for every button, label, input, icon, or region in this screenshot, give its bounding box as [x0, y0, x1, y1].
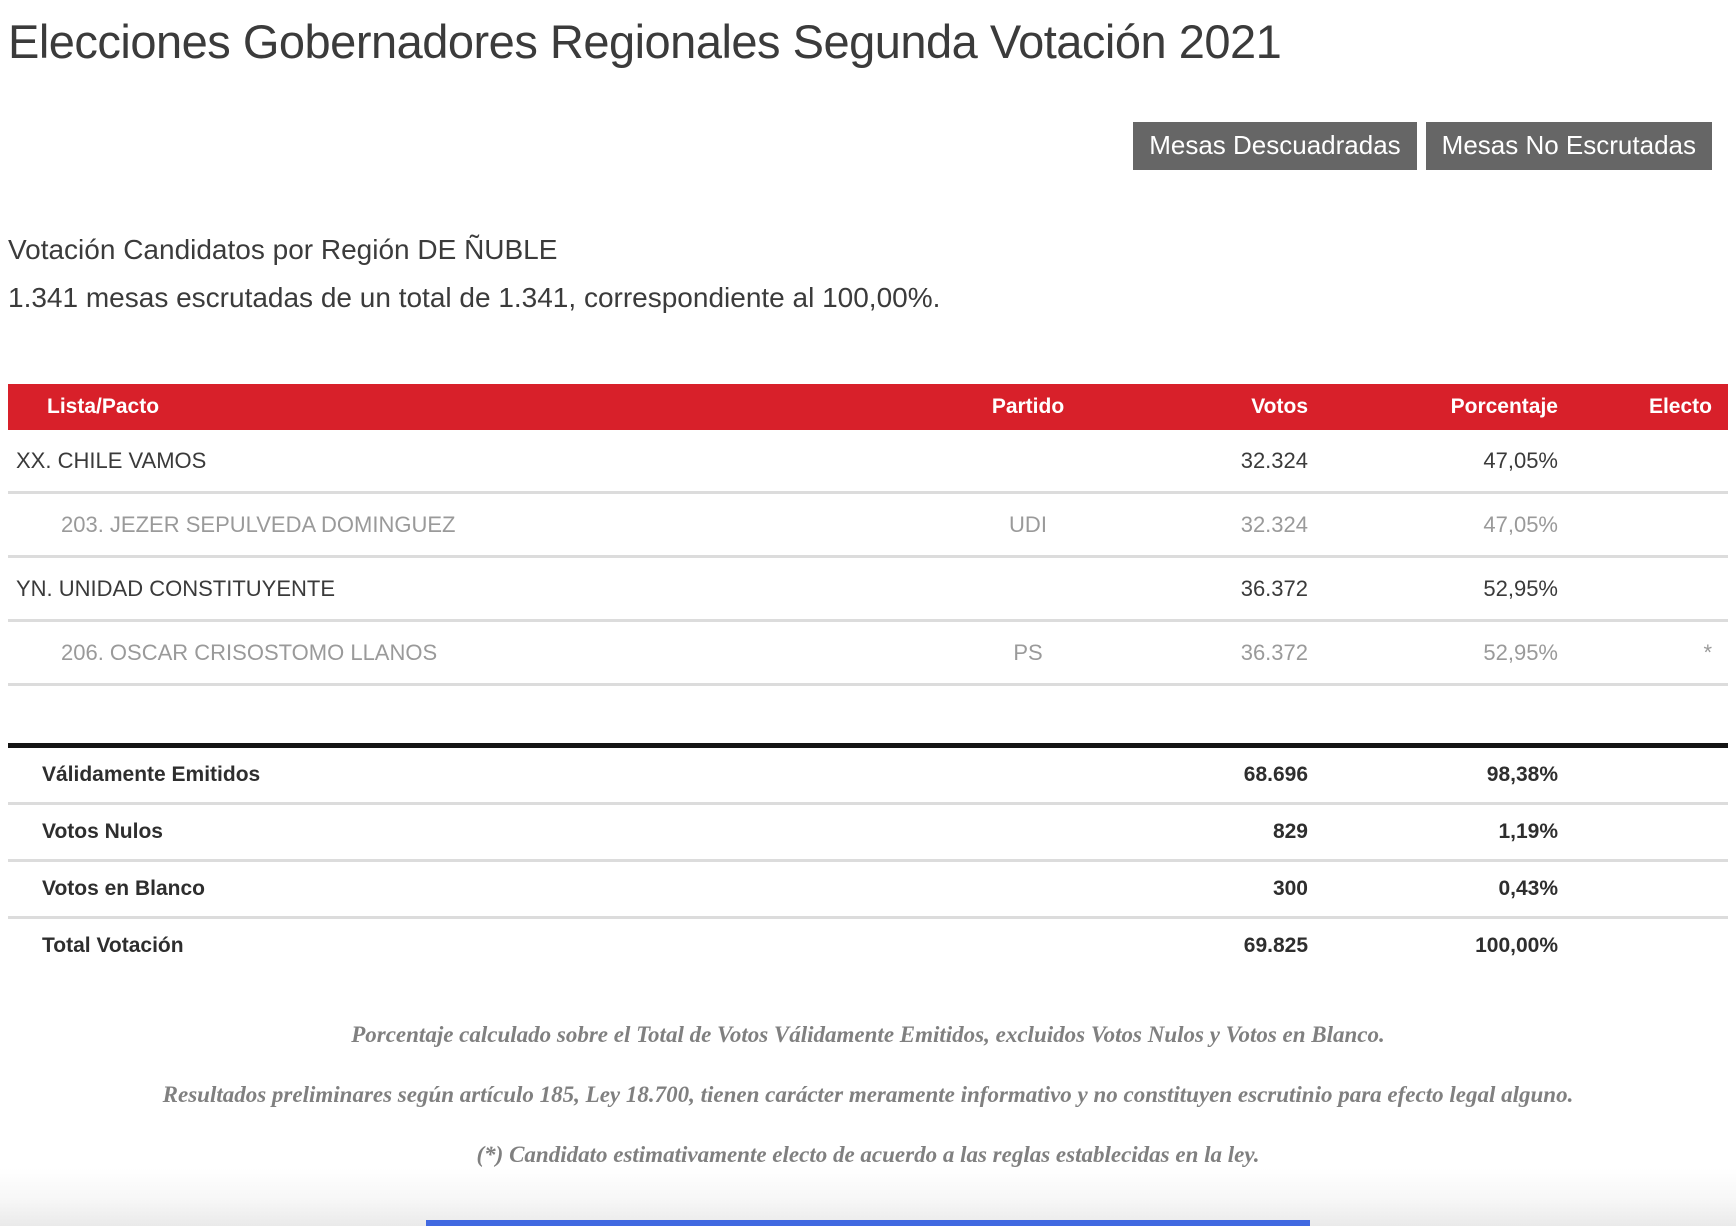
- table-gap-row: [8, 686, 1728, 743]
- header-partido: Partido: [991, 395, 1065, 419]
- table-row: XX. CHILE VAMOS 32.324 47,05%: [8, 430, 1728, 495]
- summary-label-cell: Votos Nulos: [42, 820, 163, 844]
- partido-cell: UDI: [1009, 511, 1047, 537]
- lista-pacto-cell: 203. JEZER SEPULVEDA DOMINGUEZ: [61, 511, 456, 537]
- mesas-buttons-row: Mesas Descuadradas Mesas No Escrutadas: [8, 122, 1728, 171]
- summary-porcentaje-cell: 0,43%: [1498, 877, 1558, 901]
- summary-row: Válidamente Emitidos 68.696 98,38%: [8, 748, 1728, 806]
- header-porcentaje: Porcentaje: [1450, 395, 1558, 419]
- footnote: Resultados preliminares según artículo 1…: [162, 1082, 1574, 1108]
- header-votos: Votos: [1251, 395, 1308, 419]
- votos-cell: 32.324: [1240, 511, 1308, 537]
- electo-cell: *: [1703, 639, 1712, 665]
- table-row: 203. JEZER SEPULVEDA DOMINGUEZ UDI 32.32…: [8, 494, 1728, 559]
- summary-votos-cell: 300: [1272, 877, 1308, 901]
- results-table: Lista/Pacto Partido Votos Porcentaje Ele…: [8, 384, 1728, 973]
- votos-cell: 32.324: [1240, 447, 1308, 473]
- table-row: YN. UNIDAD CONSTITUYENTE 36.372 52,95%: [8, 558, 1728, 623]
- totals-section: Válidamente Emitidos 68.696 98,38% Votos…: [8, 743, 1728, 973]
- region-subtitle: Votación Candidatos por Región DE ÑUBLE: [8, 234, 558, 266]
- porcentaje-cell: 52,95%: [1483, 575, 1558, 601]
- table-row: 206. OSCAR CRISOSTOMO LLANOS PS 36.372 5…: [8, 622, 1728, 687]
- summary-porcentaje-cell: 98,38%: [1486, 763, 1558, 787]
- summary-votos-cell: 69.825: [1243, 934, 1308, 958]
- footnotes: Porcentaje calculado sobre el Total de V…: [8, 1021, 1728, 1168]
- mesas-summary-line: 1.341 mesas escrutadas de un total de 1.…: [8, 281, 941, 313]
- mesas-descuadradas-button[interactable]: Mesas Descuadradas: [1133, 122, 1417, 171]
- summary-row: Votos Nulos 829 1,19%: [8, 805, 1728, 863]
- porcentaje-cell: 47,05%: [1483, 511, 1558, 537]
- footer-gradient: [0, 1168, 1736, 1226]
- votos-cell: 36.372: [1240, 639, 1308, 665]
- page-title: Elecciones Gobernadores Regionales Segun…: [8, 15, 1282, 68]
- footnote: (*) Candidato estimativamente electo de …: [476, 1142, 1260, 1168]
- partido-cell: PS: [1013, 639, 1043, 665]
- summary-row: Total Votación 69.825 100,00%: [8, 919, 1728, 973]
- summary-porcentaje-cell: 1,19%: [1498, 820, 1558, 844]
- header-electo: Electo: [1648, 395, 1712, 419]
- lista-pacto-cell: 206. OSCAR CRISOSTOMO LLANOS: [61, 639, 438, 665]
- header-lista-pacto: Lista/Pacto: [47, 395, 160, 419]
- porcentaje-cell: 47,05%: [1483, 447, 1558, 473]
- porcentaje-cell: 52,95%: [1483, 639, 1558, 665]
- summary-label-cell: Total Votación: [42, 934, 184, 958]
- table-body: XX. CHILE VAMOS 32.324 47,05% 203. JEZER…: [8, 430, 1728, 687]
- lista-pacto-cell: YN. UNIDAD CONSTITUYENTE: [16, 575, 336, 601]
- summary-label-cell: Votos en Blanco: [42, 877, 205, 901]
- summary-votos-cell: 829: [1272, 820, 1308, 844]
- summary-porcentaje-cell: 100,00%: [1475, 934, 1558, 958]
- table-header-row: Lista/Pacto Partido Votos Porcentaje Ele…: [8, 384, 1728, 431]
- footer-blue-bar: [426, 1220, 1310, 1226]
- votos-cell: 36.372: [1240, 575, 1308, 601]
- footnote: Porcentaje calculado sobre el Total de V…: [351, 1022, 1385, 1048]
- mesas-no-escrutadas-button[interactable]: Mesas No Escrutadas: [1425, 122, 1712, 171]
- summary-votos-cell: 68.696: [1243, 763, 1308, 787]
- summary-label-cell: Válidamente Emitidos: [42, 763, 261, 787]
- lista-pacto-cell: XX. CHILE VAMOS: [16, 447, 207, 473]
- summary-row: Votos en Blanco 300 0,43%: [8, 862, 1728, 920]
